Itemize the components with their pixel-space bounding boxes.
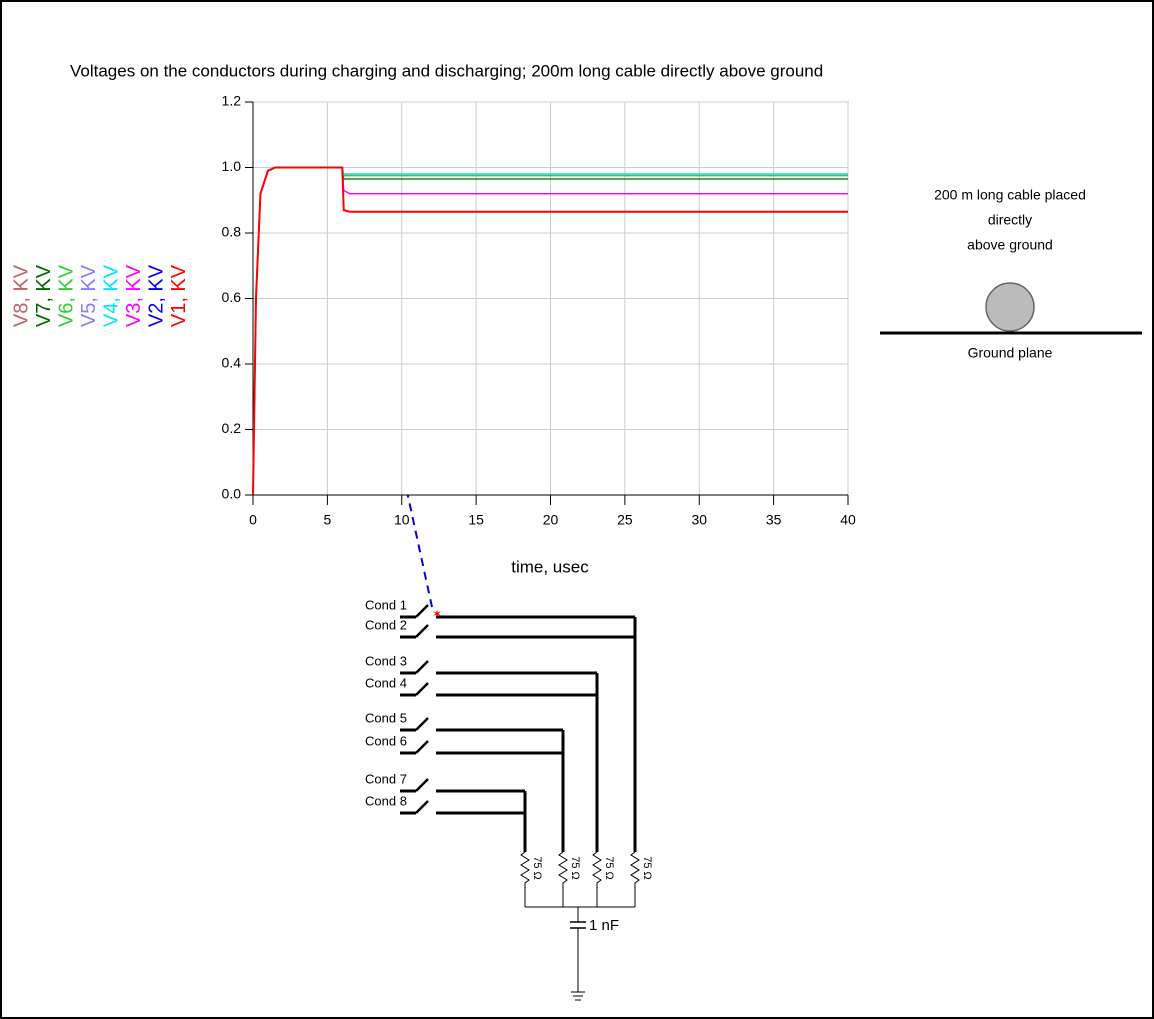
x-tick-label: 30 <box>691 512 707 528</box>
capacitor-label: 1 nF <box>589 917 619 934</box>
resistor <box>558 851 568 907</box>
marker: ✶ <box>432 607 442 621</box>
circuit <box>400 604 640 1001</box>
ground-label: Ground plane <box>968 345 1053 361</box>
conductor-label: Cond 7 <box>365 771 407 786</box>
y-tick-label: 0.2 <box>222 420 242 436</box>
switch-blade <box>415 800 429 814</box>
x-tick-label: 15 <box>468 512 484 528</box>
x-tick-label: 20 <box>543 512 559 528</box>
conductor-label: Cond 1 <box>365 597 407 612</box>
switch-blade <box>415 778 429 792</box>
switch-blade <box>415 740 429 754</box>
y-tick-label: 0.4 <box>222 355 242 371</box>
cable <box>985 282 1035 332</box>
x-axis-label: time, usec <box>511 557 589 576</box>
y-tick-label: 0.8 <box>222 224 242 240</box>
legend-entry: V2, KV <box>145 264 167 327</box>
switch-blade <box>415 624 429 638</box>
x-tick-label: 35 <box>766 512 782 528</box>
caption: directly <box>988 212 1032 228</box>
caption: above ground <box>967 237 1053 253</box>
conductor-label: Cond 3 <box>365 653 407 668</box>
legend-entry: V6, KV <box>55 264 77 327</box>
x-tick-label: 5 <box>323 512 331 528</box>
y-tick-label: 1.2 <box>222 93 242 109</box>
legend-entry: V7, KV <box>33 264 55 327</box>
resistor <box>592 851 602 907</box>
y-tick-label: 1.0 <box>222 158 242 174</box>
resistor-label: 75 Ω <box>641 856 653 880</box>
y-tick-label: 0.0 <box>222 486 242 502</box>
legend-entry: V3, KV <box>123 264 145 327</box>
legend-entry: V5, KV <box>78 264 100 327</box>
x-tick-label: 40 <box>840 512 856 528</box>
resistor <box>630 851 640 907</box>
series-line <box>252 166 848 496</box>
switch-blade <box>415 660 429 674</box>
legend-entry: V1, KV <box>168 264 190 327</box>
resistor <box>520 851 530 907</box>
y-tick-label: 0.6 <box>222 289 242 305</box>
switch-blade <box>415 682 429 696</box>
ground-symbol <box>571 991 585 1001</box>
conductor-label: Cond 8 <box>365 793 407 808</box>
switch-blade <box>415 604 429 618</box>
conductor-label: Cond 5 <box>365 710 407 725</box>
caption: 200 m long cable placed <box>934 187 1086 203</box>
conductor-label: Cond 6 <box>365 733 407 748</box>
resistor-label: 75 Ω <box>531 856 543 880</box>
switch-blade <box>415 717 429 731</box>
chart-title: Voltages on the conductors during chargi… <box>70 61 823 80</box>
x-tick-label: 10 <box>394 512 410 528</box>
legend-entry: V4, KV <box>100 264 122 327</box>
conductor-label: Cond 2 <box>365 617 407 632</box>
legend-entry: V8, KV <box>10 264 32 327</box>
resistor-label: 75 Ω <box>569 856 581 880</box>
x-tick-label: 25 <box>617 512 633 528</box>
x-tick-label: 0 <box>249 512 257 528</box>
resistor-label: 75 Ω <box>603 856 615 880</box>
conductor-label: Cond 4 <box>365 675 407 690</box>
